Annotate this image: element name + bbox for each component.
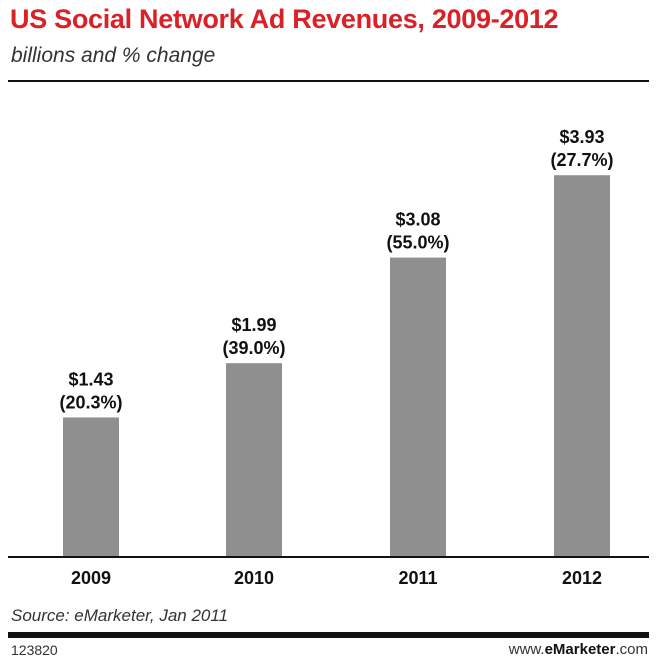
value-label-2011: $3.08 [395,210,440,230]
change-label-2009: (20.3%) [59,392,122,412]
change-label-2011: (55.0%) [386,233,449,253]
brand-suffix: .com [615,641,648,658]
bar-2011 [390,257,446,556]
value-label-2010: $1.99 [231,315,276,335]
x-tick-label-2009: 2009 [71,568,111,588]
brand-url[interactable]: www.eMarketer.com [509,641,648,658]
value-label-2009: $1.43 [68,369,113,389]
x-tick-label-2011: 2011 [398,568,437,588]
bars-group [63,175,610,556]
x-tick-label-2010: 2010 [234,568,274,588]
chart-id: 123820 [11,642,58,658]
bar-2010 [226,363,282,556]
bar-2009 [63,417,119,556]
bar-2012 [554,175,610,556]
labels-group: $1.43 (20.3%) 2009 $1.99 (39.0%) 2010 $3.08 (55… [59,127,613,588]
value-label-2012: $3.93 [559,127,604,147]
change-label-2010: (39.0%) [222,338,285,358]
chart-title: US Social Network Ad Revenues, 2009-2012 [10,4,559,34]
x-tick-label-2012: 2012 [562,568,602,588]
source-note: Source: eMarketer, Jan 2011 [11,606,229,625]
brand-name: eMarketer [544,641,616,658]
footer-divider [8,632,649,638]
title-divider [8,80,649,82]
chart-subtitle: billions and % change [11,44,216,67]
change-label-2012: (27.7%) [550,150,613,170]
brand-prefix: www. [508,641,545,658]
